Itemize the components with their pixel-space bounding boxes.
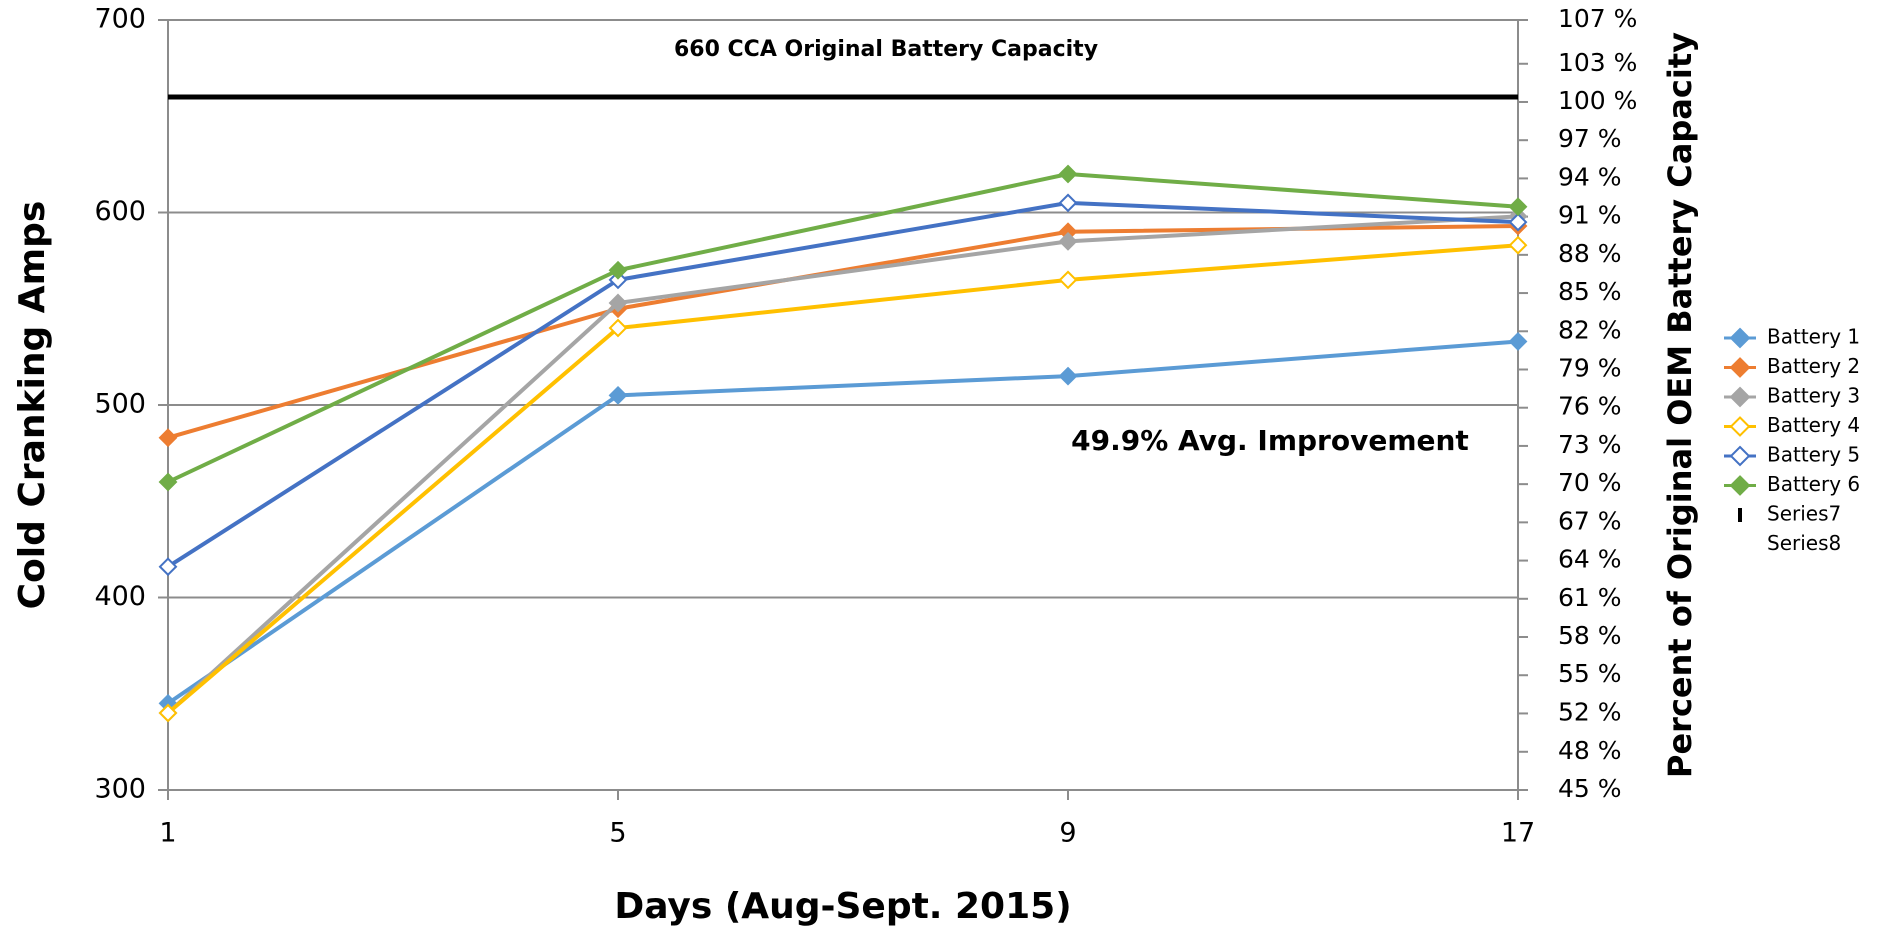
- marker: [158, 557, 178, 577]
- y2-tick-label: 67 %: [1558, 506, 1622, 535]
- marker: [158, 703, 178, 723]
- y2-tick-label: 79 %: [1558, 353, 1622, 382]
- y2-tick-label: 61 %: [1558, 583, 1622, 612]
- legend-marker: [1729, 357, 1751, 378]
- y-tick-label: 700: [94, 4, 146, 35]
- y2-tick-label: 70 %: [1558, 468, 1622, 497]
- series-line: [166, 214, 1519, 715]
- marker: [158, 472, 178, 492]
- y2-tick-label: 73 %: [1558, 430, 1622, 459]
- y2-tick-label: 76 %: [1558, 392, 1622, 421]
- y2-tick-label: 97 %: [1558, 124, 1622, 153]
- x-tick-label: 9: [1059, 818, 1076, 849]
- legend-label: Series8: [1767, 531, 1841, 555]
- y2-tick-label: 103 %: [1558, 48, 1637, 77]
- annotation: 660 CCA Original Battery Capacity: [674, 37, 1098, 62]
- marker: [1058, 231, 1078, 251]
- series-line: [166, 243, 1519, 715]
- y2-tick-label: 94 %: [1558, 162, 1622, 191]
- y2-tick-label: 85 %: [1558, 277, 1622, 306]
- y2-tick-label: 55 %: [1558, 659, 1622, 688]
- annotation: 49.9% Avg. Improvement: [1071, 424, 1469, 457]
- x-tick-label: 17: [1501, 818, 1535, 849]
- series-line: [167, 172, 1519, 484]
- legend-marker: [1729, 327, 1751, 349]
- x-axis-title: Days (Aug-Sept. 2015): [614, 886, 1071, 927]
- series-line: [166, 200, 1519, 569]
- marker: [1058, 270, 1078, 290]
- x-tick-label: 1: [159, 818, 176, 849]
- y2-tick-label: 91 %: [1558, 201, 1622, 230]
- marker: [608, 260, 628, 280]
- y-tick-label: 300: [94, 774, 146, 805]
- marker: [608, 318, 628, 338]
- y2-tick-label: 45 %: [1558, 774, 1622, 803]
- legend-label: Battery 1: [1767, 325, 1860, 349]
- y2-tick-label: 100 %: [1558, 86, 1637, 115]
- legend-marker: [1729, 445, 1751, 467]
- y2-tick-label: 82 %: [1558, 315, 1622, 344]
- y2-axis-title: Percent of Original OEM Battery Capacity: [1661, 32, 1699, 778]
- legend-marker: [1729, 416, 1751, 437]
- y2-tick-label: 107 %: [1558, 4, 1637, 33]
- marker: [608, 293, 628, 313]
- marker: [608, 270, 628, 290]
- series-line: [166, 339, 1519, 706]
- legend-label: Battery 3: [1767, 384, 1860, 408]
- y2-tick-label: 58 %: [1558, 621, 1622, 650]
- marker: [1058, 164, 1078, 184]
- marker: [1058, 193, 1078, 213]
- y2-tick-label: 52 %: [1558, 697, 1622, 726]
- y2-tick-label: 48 %: [1558, 736, 1622, 765]
- legend-marker: [1729, 475, 1751, 496]
- y2-tick-label: 88 %: [1558, 239, 1622, 268]
- marker: [1508, 332, 1528, 351]
- marker: [1508, 197, 1528, 217]
- marker: [1508, 235, 1528, 255]
- legend-label: Battery 2: [1767, 354, 1860, 378]
- marker: [158, 428, 178, 448]
- marker: [608, 385, 628, 405]
- y-tick-label: 400: [94, 581, 146, 612]
- legend-label: Series7: [1767, 502, 1841, 526]
- marker: [1058, 366, 1078, 386]
- y-tick-label: 600: [94, 196, 146, 227]
- legend-label: Battery 5: [1767, 443, 1860, 467]
- legend-label: Battery 4: [1767, 413, 1860, 437]
- legend-label: Battery 6: [1767, 472, 1860, 496]
- y2-tick-label: 64 %: [1558, 545, 1622, 574]
- marker: [1508, 212, 1528, 232]
- legend-marker: [1729, 386, 1751, 408]
- y-tick-label: 500: [94, 389, 146, 420]
- y-axis-title: Cold Cranking Amps: [12, 201, 53, 610]
- x-tick-label: 5: [609, 818, 626, 849]
